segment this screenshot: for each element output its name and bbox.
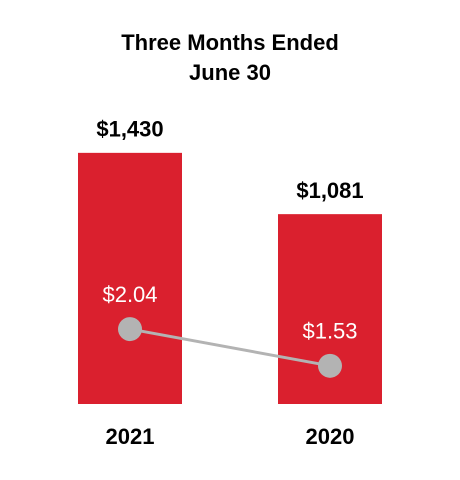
bar [78,152,182,404]
bar-value-label: $1,081 [296,178,363,203]
x-tick-label: 2021 [106,424,155,449]
chart-subtitle: June 30 [189,60,271,85]
chart-title: Three Months Ended [121,30,339,55]
x-tick-label: 2020 [306,424,355,449]
line-value-label: $2.04 [102,282,157,307]
line-point [118,317,142,342]
line-point [318,353,342,378]
line [129,327,331,368]
bar-value-label: $1,430 [96,117,163,142]
line-value-label: $1.53 [302,319,357,344]
